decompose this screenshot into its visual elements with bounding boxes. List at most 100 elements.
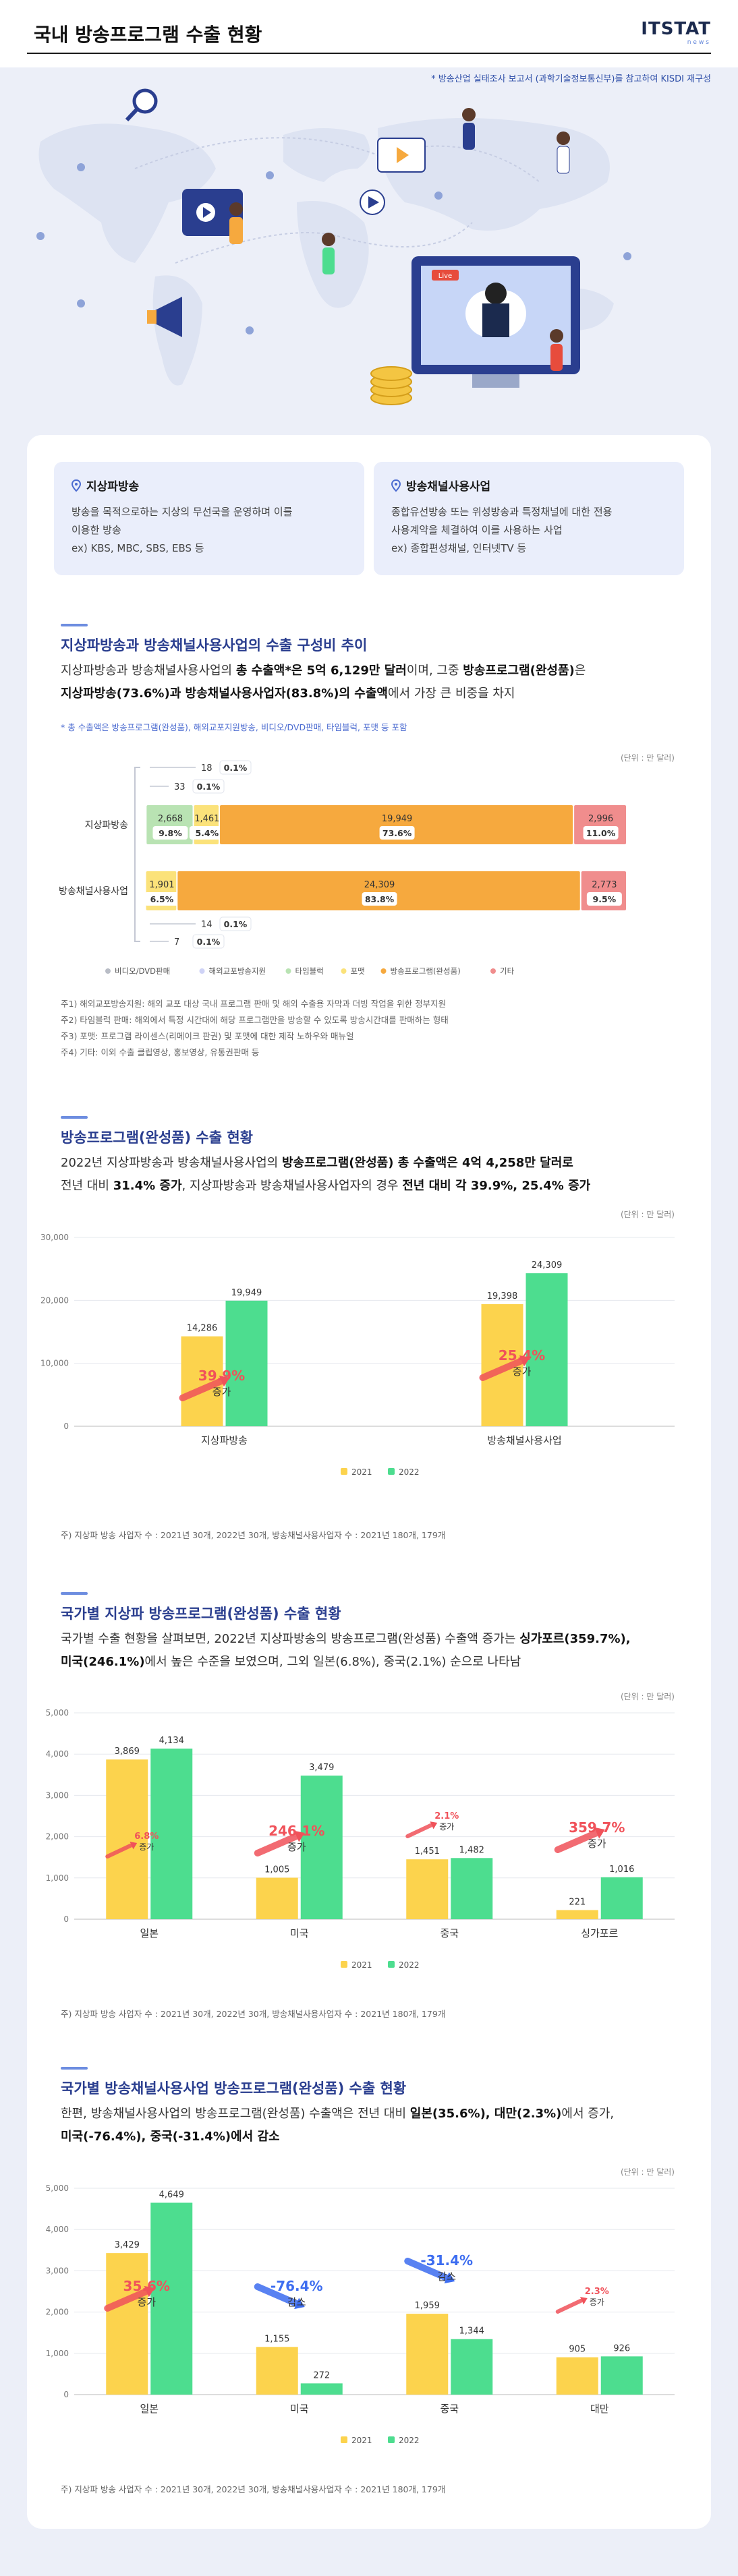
video-window-icon xyxy=(182,189,243,236)
arrow-shaft xyxy=(254,1832,302,1856)
value-label: 905 xyxy=(569,2345,586,2355)
definition-channel: 방송채널사용사업 종합유선방송 또는 위성방송과 특정채널에 대한 전용 사용계… xyxy=(374,462,684,575)
category-label: 방송채널사용사업 xyxy=(59,886,128,897)
y-tick-label: 10,000 xyxy=(40,1359,69,1368)
chart-unit: (단위 : 만 달러) xyxy=(621,2167,675,2177)
pct-label: 5.4% xyxy=(195,828,219,838)
tv-monitor-icon: Live xyxy=(411,256,580,388)
legend-label: 타임블럭 xyxy=(295,966,324,976)
value-label: 1,482 xyxy=(459,1845,484,1855)
change-pct-label: 6.8% xyxy=(134,1832,159,1842)
y-tick-label: 4,000 xyxy=(46,1749,69,1759)
value-label: 33 xyxy=(174,782,186,792)
legend-marker xyxy=(380,968,387,974)
value-label: 14 xyxy=(201,920,212,930)
definition-line: 방송을 목적으로하는 지상의 무선국을 운영하며 이를 xyxy=(72,506,293,518)
chart-unit: (단위 : 만 달러) xyxy=(621,753,675,763)
x-category-label: 중국 xyxy=(440,2403,459,2415)
section3-footnote: 주) 지상파 방송 사업자 수 : 2021년 30개, 2022년 30개, … xyxy=(61,2009,446,2019)
legend-label: 2021 xyxy=(351,2436,372,2445)
y-tick-label: 1,000 xyxy=(46,1873,69,1883)
location-pin-icon xyxy=(72,479,81,492)
change-word-label: 증가 xyxy=(139,1842,154,1852)
section1-note: * 총 수출액은 방송프로그램(완성품), 해외교포지원방송, 비디오/DVD판… xyxy=(61,722,407,732)
pct-label: 73.6% xyxy=(382,828,412,838)
bar xyxy=(300,1776,343,1919)
legend-label: 2021 xyxy=(351,1467,372,1477)
arrow-head xyxy=(130,1842,138,1850)
bar xyxy=(406,1859,449,1919)
section1-desc: 지상파방송과 방송채널사용사업의 총 수출액*은 5억 6,129만 달러이며,… xyxy=(61,664,586,701)
legend-label: 2022 xyxy=(399,1467,420,1477)
arrow-shaft xyxy=(479,1357,527,1381)
bar xyxy=(526,1273,568,1426)
bar xyxy=(300,2383,343,2395)
legend-marker xyxy=(341,968,347,974)
pct-chip xyxy=(189,826,225,840)
bar xyxy=(600,1877,643,1919)
y-tick-label: 4,000 xyxy=(46,2225,69,2234)
y-tick-label: 5,000 xyxy=(46,1708,69,1718)
section4-title: 국가별 방송채널사용사업 방송프로그램(완성품) 수출 현황 xyxy=(61,2080,407,2097)
footnote: 주1) 해외교포방송지원: 해외 교포 대상 국내 프로그램 판매 및 해외 수… xyxy=(61,999,447,1009)
definition-line: ex) 종합편성채널, 인터넷TV 등 xyxy=(391,542,527,554)
terrestrial-country-bar-chart: (단위 : 만 달러) 0 1,000 2,000 3,000 4,000 5,000 일본 3… xyxy=(46,1692,675,1970)
legend-marker xyxy=(199,968,205,974)
pct-chip xyxy=(192,934,225,949)
chart-unit: (단위 : 만 달러) xyxy=(621,1692,675,1701)
change-pct-label: 2.1% xyxy=(434,1811,459,1821)
page-header: 국내 방송프로그램 수출 현황 ITSTAT news xyxy=(0,0,738,67)
value-label: 1,344 xyxy=(459,2326,484,2337)
pct-chip xyxy=(144,892,179,906)
change-pct-label: 359.7% xyxy=(569,1819,625,1836)
value-label: 926 xyxy=(613,2343,630,2353)
legend-label: 포맷 xyxy=(351,966,365,976)
change-word-label: 증가 xyxy=(513,1366,532,1378)
change-pct-label: 39.9% xyxy=(198,1368,245,1384)
footnote: 주4) 기타: 이외 수출 클립영상, 홍보영상, 유통권판매 등 xyxy=(61,1047,260,1057)
value-label: 24,309 xyxy=(532,1260,563,1270)
section4-desc: 한편, 방송채널사용사업의 방송프로그램(완성품) 수출액은 전년 대비 일본(… xyxy=(61,2107,615,2144)
pct-label: 11.0% xyxy=(586,828,616,838)
value-label: 3,869 xyxy=(115,1747,140,1757)
y-tick-label: 5,000 xyxy=(46,2184,69,2193)
value-label: 1,155 xyxy=(264,2334,289,2344)
bar xyxy=(150,2202,193,2395)
location-pin-icon xyxy=(391,479,401,492)
section-accent xyxy=(61,624,88,626)
pct-chip xyxy=(586,892,622,906)
arrow-shaft xyxy=(105,1844,133,1858)
y-tick-label: 3,000 xyxy=(46,1790,69,1800)
section2-desc: 2022년 지상파방송과 방송채널사용사업의 방송프로그램(완성품) 총 수출액… xyxy=(61,1156,591,1193)
value-label: 3,479 xyxy=(309,1763,334,1773)
value-label: 2,996 xyxy=(588,814,613,824)
arrow-head xyxy=(579,2297,588,2305)
change-pct-label: 246.1% xyxy=(268,1823,324,1839)
bar xyxy=(406,2314,449,2395)
bar xyxy=(150,1748,193,1919)
composition-stacked-bar-chart: (단위 : 만 달러) 지상파방송 2,668 9.8% 1,461 5.4% 19,949… xyxy=(59,753,675,976)
page-title: 국내 방송프로그램 수출 현황 xyxy=(34,24,262,46)
legend-marker xyxy=(341,2436,347,2443)
bar xyxy=(556,1910,598,1919)
y-tick-label: 20,000 xyxy=(40,1295,69,1305)
definition-line: 이용한 방송 xyxy=(72,524,121,536)
bar xyxy=(556,2357,598,2395)
magnifier-icon xyxy=(125,88,158,122)
section3-title: 국가별 지상파 방송프로그램(완성품) 수출 현황 xyxy=(61,1606,341,1622)
change-word-label: 증가 xyxy=(439,1822,454,1832)
section3-desc: 국가별 수출 현황을 살펴보면, 2022년 지상파방송의 방송프로그램(완성품… xyxy=(61,1632,631,1669)
value-label: 19,398 xyxy=(487,1291,518,1301)
value-label: 4,134 xyxy=(159,1736,184,1746)
x-category-label: 미국 xyxy=(290,2403,309,2415)
increase-arrow-icon xyxy=(405,1821,438,1838)
x-category-label: 미국 xyxy=(290,1927,309,1939)
section-accent xyxy=(61,1116,88,1119)
value-label: 1,461 xyxy=(194,814,219,824)
legend-marker xyxy=(490,968,496,974)
pct-chip xyxy=(379,826,415,840)
y-tick-label: 30,000 xyxy=(40,1233,69,1242)
arrow-shaft xyxy=(254,2283,302,2308)
pct-label: 0.1% xyxy=(224,763,248,773)
change-pct-label: 2.3% xyxy=(585,2287,609,2297)
